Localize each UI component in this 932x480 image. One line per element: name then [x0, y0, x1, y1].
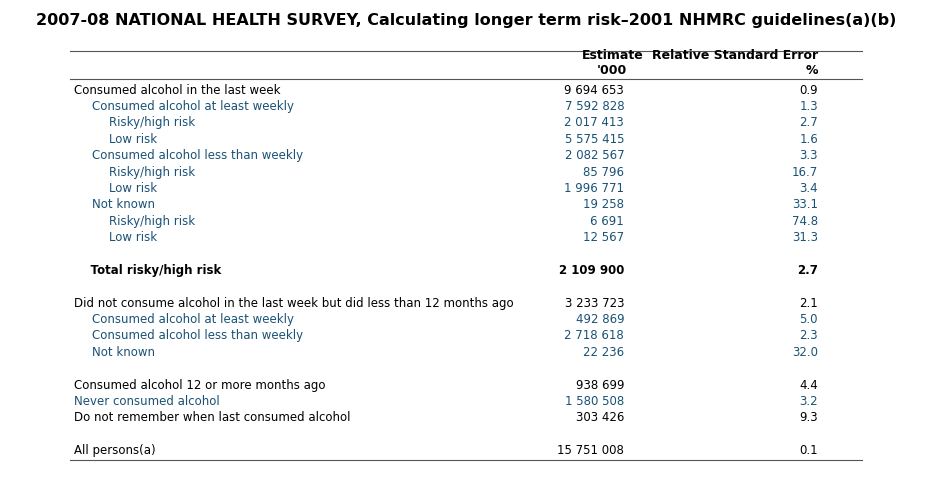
Text: 9.3: 9.3	[800, 411, 818, 424]
Text: 3 233 723: 3 233 723	[565, 297, 624, 310]
Text: 2 017 413: 2 017 413	[565, 116, 624, 130]
Text: 2007-08 NATIONAL HEALTH SURVEY, Calculating longer term risk–2001 NHMRC guidelin: 2007-08 NATIONAL HEALTH SURVEY, Calculat…	[35, 13, 897, 28]
Text: 2.1: 2.1	[800, 297, 818, 310]
Text: 3.3: 3.3	[800, 149, 818, 162]
Text: 22 236: 22 236	[583, 346, 624, 359]
Text: Low risk: Low risk	[109, 182, 158, 195]
Text: Never consumed alcohol: Never consumed alcohol	[75, 395, 220, 408]
Text: 12 567: 12 567	[583, 231, 624, 244]
Text: 2.3: 2.3	[800, 329, 818, 342]
Text: 1 580 508: 1 580 508	[565, 395, 624, 408]
Text: 0.1: 0.1	[800, 444, 818, 457]
Text: Did not consume alcohol in the last week but did less than 12 months ago: Did not consume alcohol in the last week…	[75, 297, 514, 310]
Text: 16.7: 16.7	[792, 166, 818, 179]
Text: Consumed alcohol at least weekly: Consumed alcohol at least weekly	[91, 100, 294, 113]
Text: Low risk: Low risk	[109, 231, 158, 244]
Text: Estimate
'000: Estimate '000	[582, 48, 643, 77]
Text: Consumed alcohol 12 or more months ago: Consumed alcohol 12 or more months ago	[75, 379, 326, 392]
Text: 938 699: 938 699	[576, 379, 624, 392]
Text: 2 109 900: 2 109 900	[559, 264, 624, 277]
Text: 2.7: 2.7	[797, 264, 818, 277]
Text: Relative Standard Error
%: Relative Standard Error %	[652, 48, 818, 77]
Text: Risky/high risk: Risky/high risk	[109, 116, 196, 130]
Text: 15 751 008: 15 751 008	[557, 444, 624, 457]
Text: 1 996 771: 1 996 771	[564, 182, 624, 195]
Text: 3.4: 3.4	[800, 182, 818, 195]
Text: Not known: Not known	[91, 198, 155, 211]
Text: Low risk: Low risk	[109, 133, 158, 146]
Text: 1.6: 1.6	[800, 133, 818, 146]
Text: 32.0: 32.0	[792, 346, 818, 359]
Text: 85 796: 85 796	[583, 166, 624, 179]
Text: 5.0: 5.0	[800, 313, 818, 326]
Text: 492 869: 492 869	[576, 313, 624, 326]
Text: Consumed alcohol less than weekly: Consumed alcohol less than weekly	[91, 329, 303, 342]
Text: 31.3: 31.3	[792, 231, 818, 244]
Text: 33.1: 33.1	[792, 198, 818, 211]
Text: 5 575 415: 5 575 415	[565, 133, 624, 146]
Text: 9 694 653: 9 694 653	[565, 84, 624, 96]
Text: Risky/high risk: Risky/high risk	[109, 215, 196, 228]
Text: All persons(a): All persons(a)	[75, 444, 156, 457]
Text: Consumed alcohol in the last week: Consumed alcohol in the last week	[75, 84, 281, 96]
Text: 0.9: 0.9	[800, 84, 818, 96]
Text: 3.2: 3.2	[800, 395, 818, 408]
Text: 303 426: 303 426	[576, 411, 624, 424]
Text: Do not remember when last consumed alcohol: Do not remember when last consumed alcoh…	[75, 411, 350, 424]
Text: 2 718 618: 2 718 618	[565, 329, 624, 342]
Text: 2.7: 2.7	[800, 116, 818, 130]
Text: 4.4: 4.4	[800, 379, 818, 392]
Text: Not known: Not known	[91, 346, 155, 359]
Text: Consumed alcohol at least weekly: Consumed alcohol at least weekly	[91, 313, 294, 326]
Text: 74.8: 74.8	[792, 215, 818, 228]
Text: 1.3: 1.3	[800, 100, 818, 113]
Text: 7 592 828: 7 592 828	[565, 100, 624, 113]
Text: Risky/high risk: Risky/high risk	[109, 166, 196, 179]
Text: 6 691: 6 691	[591, 215, 624, 228]
Text: Total risky/high risk: Total risky/high risk	[75, 264, 222, 277]
Text: 19 258: 19 258	[583, 198, 624, 211]
Text: Consumed alcohol less than weekly: Consumed alcohol less than weekly	[91, 149, 303, 162]
Text: 2 082 567: 2 082 567	[565, 149, 624, 162]
